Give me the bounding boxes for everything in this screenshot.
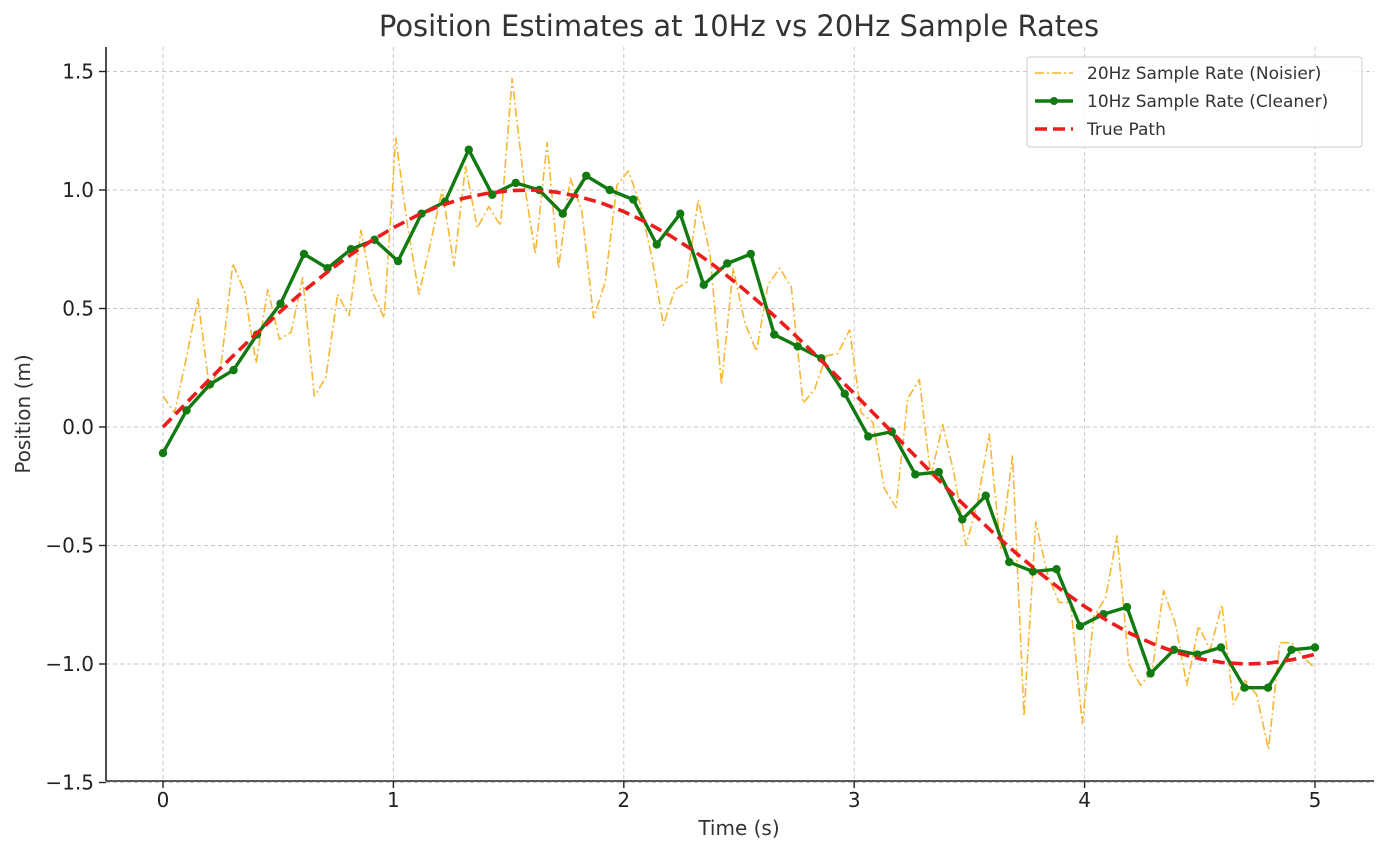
x-tick-label: 4 — [1078, 788, 1091, 812]
series-10hz-point — [1122, 602, 1132, 612]
series-10hz-point — [1216, 643, 1226, 652]
y-tick-label: 1.5 — [62, 60, 94, 84]
series-10hz-point — [158, 448, 168, 458]
series-10hz-point — [864, 432, 873, 441]
series-10hz-point — [299, 249, 309, 259]
series-10hz-point — [229, 365, 238, 375]
series-10hz-point — [934, 467, 943, 477]
series-10hz-point — [582, 171, 591, 180]
series-20hz-line — [162, 77, 1316, 751]
legend-marker-10hz — [1050, 97, 1058, 105]
x-tick-label: 2 — [617, 788, 630, 812]
series-10hz-point — [629, 195, 638, 204]
y-tick-label: 0.5 — [62, 297, 94, 321]
series-10hz-point — [464, 145, 473, 154]
series-10hz-point — [652, 240, 661, 249]
y-tick-label: 1.0 — [62, 178, 94, 202]
y-tick-label: 0.0 — [62, 415, 94, 439]
series-true-path — [161, 188, 1316, 666]
series-10hz-point — [558, 209, 567, 218]
x-tick-label: 5 — [1309, 788, 1322, 812]
series-10hz-point — [1075, 621, 1085, 631]
series-true-path-line — [161, 188, 1316, 666]
x-ticks: 0 1 2 3 4 5 — [157, 781, 1322, 812]
series-10hz — [158, 145, 1320, 692]
y-tick-label: −1.0 — [45, 652, 94, 676]
series-10hz-point — [1005, 557, 1014, 567]
series-10hz-point — [793, 342, 802, 351]
series-10hz-point — [488, 190, 497, 199]
series-10hz-point — [1240, 683, 1249, 692]
x-tick-label: 0 — [157, 788, 170, 812]
y-ticks: −1.5 −1.0 −0.5 0.0 0.5 1.0 1.5 — [45, 60, 106, 795]
series-10hz-point — [958, 515, 967, 524]
legend-label-true: True Path — [1086, 120, 1166, 140]
y-axis-label: Position (m) — [11, 354, 35, 473]
x-axis-label: Time (s) — [697, 816, 779, 840]
series-10hz-point — [840, 389, 849, 399]
x-tick-label: 3 — [848, 788, 861, 812]
series-10hz-point — [699, 280, 708, 289]
series-10hz-point — [770, 330, 779, 339]
axes — [105, 47, 1374, 782]
x-tick-label: 1 — [387, 788, 400, 812]
series-10hz-point — [911, 470, 920, 479]
y-tick-label: −1.5 — [45, 771, 94, 795]
series-10hz-point — [1193, 650, 1202, 659]
series-10hz-point — [1146, 669, 1155, 678]
series-10hz-point — [723, 259, 732, 268]
series-10hz-point — [393, 256, 403, 266]
series-10hz-point — [1169, 645, 1179, 654]
legend-box — [1026, 56, 1363, 148]
chart-title: Position Estimates at 10Hz vs 20Hz Sampl… — [379, 9, 1099, 43]
series-10hz-point — [676, 209, 685, 218]
y-tick-label: −0.5 — [45, 534, 94, 558]
series-10hz-point — [1052, 565, 1061, 574]
series-10hz-point — [511, 178, 520, 188]
series-10hz-point — [746, 249, 755, 259]
series-10hz-line — [161, 147, 1316, 690]
legend-label-20hz: 20Hz Sample Rate (Noisier) — [1087, 64, 1321, 84]
legend: 20Hz Sample Rate (Noisier) 10Hz Sample R… — [1026, 56, 1363, 148]
series-10hz-point — [1028, 567, 1038, 576]
grid — [106, 47, 1374, 783]
series-10hz-point — [276, 299, 285, 308]
series-10hz-point — [1310, 643, 1320, 652]
series-10hz-point — [1287, 645, 1296, 654]
series-10hz-point — [605, 185, 614, 195]
series-10hz-point — [981, 491, 990, 500]
series-10hz-point — [182, 406, 191, 415]
series-20hz — [162, 77, 1316, 751]
series-10hz-point — [323, 264, 332, 273]
series-10hz-point — [1263, 683, 1273, 692]
legend-label-10hz: 10Hz Sample Rate (Cleaner) — [1087, 92, 1328, 112]
